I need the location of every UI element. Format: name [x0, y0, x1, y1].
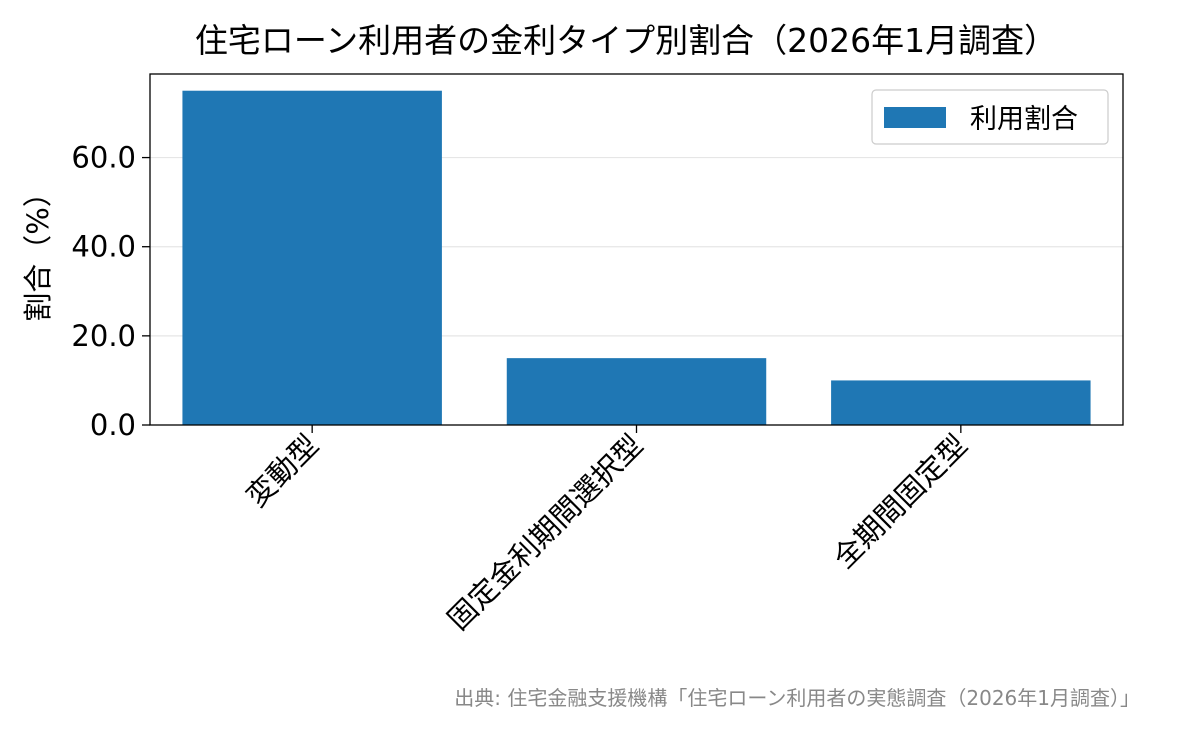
- legend: 利用割合: [871, 89, 1109, 145]
- x-tick-label: 固定金利期間選択型: [441, 428, 650, 637]
- source-note: 出典: 住宅金融支援機構「住宅ローン利用者の実態調査（2026年1月調査）」: [454, 686, 1140, 710]
- y-tick-label: 40.0: [71, 230, 136, 264]
- x-axis: 変動型 固定金利期間選択型 全期間固定型: [240, 425, 974, 637]
- y-tick-label: 0.0: [90, 408, 136, 442]
- y-tick-label: 60.0: [71, 141, 136, 175]
- x-tick-label: 変動型: [240, 428, 326, 514]
- y-tick-label: 20.0: [71, 319, 136, 353]
- bar: [506, 358, 767, 425]
- bars: [182, 90, 1091, 425]
- y-axis-label: 割合（%）: [21, 178, 55, 322]
- bar: [182, 90, 442, 425]
- legend-box: [871, 89, 1109, 145]
- legend-swatch: [884, 107, 946, 128]
- legend-label: 利用割合: [970, 104, 1078, 135]
- chart-title: 住宅ローン利用者の金利タイプ別割合（2026年1月調査）: [195, 21, 1057, 60]
- x-tick-label: 全期間固定型: [827, 428, 974, 575]
- bar: [831, 380, 1091, 425]
- y-axis: 0.0 20.0 40.0 60.0: [71, 141, 150, 442]
